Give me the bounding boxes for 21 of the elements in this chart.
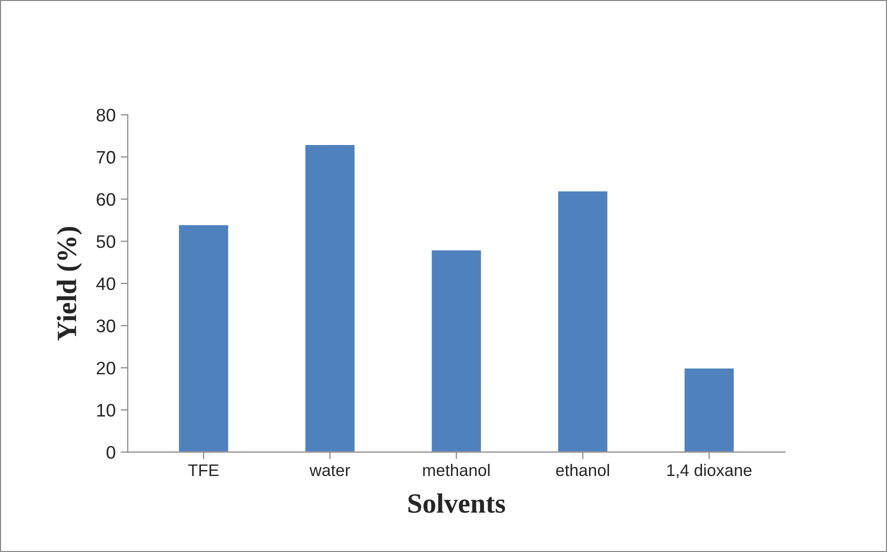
bar xyxy=(304,144,356,452)
x-tick-label: TFE xyxy=(188,464,219,476)
y-tick-label: 70 xyxy=(96,150,116,164)
y-tick-label: 40 xyxy=(96,277,116,290)
x-tick-label: ethanol xyxy=(556,464,609,476)
y-tick-label: 50 xyxy=(96,235,116,248)
y-tick-label: 60 xyxy=(96,193,116,206)
y-tick-label: 30 xyxy=(96,320,116,332)
y-tick-label: 10 xyxy=(97,404,116,417)
x-axis-title: Solvents xyxy=(408,493,506,513)
bar xyxy=(430,249,482,452)
bar xyxy=(556,190,609,452)
x-tick-label: 1,4 dioxane xyxy=(667,464,752,478)
x-tick-label: water xyxy=(310,465,350,476)
y-axis-title: Yield (%) xyxy=(56,226,82,341)
bar xyxy=(683,367,736,452)
y-tick-label: 80 xyxy=(96,108,116,122)
bar xyxy=(178,224,230,452)
x-tick-label: methanol xyxy=(423,464,490,476)
y-tick-label: 0 xyxy=(106,446,116,459)
y-tick-label: 20 xyxy=(96,362,116,374)
